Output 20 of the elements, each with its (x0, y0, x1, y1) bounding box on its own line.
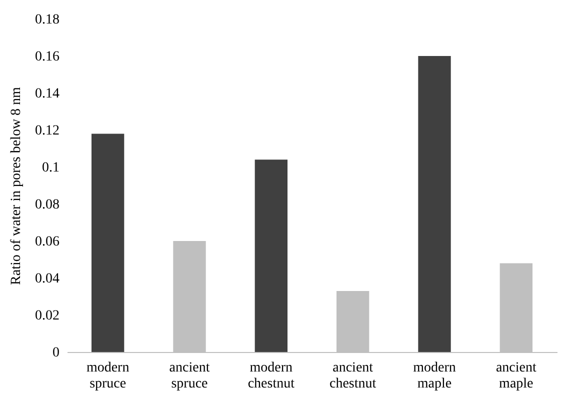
bar (92, 134, 124, 352)
y-tick-label: 0.16 (35, 50, 60, 64)
y-tick-label: 0.1 (42, 160, 60, 176)
y-tick-label: 0.12 (35, 124, 60, 138)
bar (418, 56, 451, 352)
x-tick-label: modern chestnut (248, 360, 295, 392)
y-tick-label: 0.18 (35, 12, 60, 28)
y-axis-title: Ratio of water in pores below 8 nm (9, 86, 24, 285)
x-tick-label: modern maple (413, 360, 456, 392)
y-tick-label: 0.04 (35, 272, 60, 286)
x-tick-label: ancient chestnut (330, 360, 376, 392)
x-tick-label: ancient maple (496, 360, 536, 392)
y-tick-label: 0.02 (35, 308, 60, 324)
y-tick-label: 0 (52, 346, 60, 360)
y-tick-label: 0.06 (35, 234, 60, 250)
y-tick-label: 0.14 (35, 86, 60, 102)
bar (254, 160, 288, 352)
x-tick-label: modern spruce (86, 360, 130, 392)
y-tick-label: 0.08 (35, 198, 60, 212)
x-tick-label: ancient spruce (169, 360, 210, 392)
